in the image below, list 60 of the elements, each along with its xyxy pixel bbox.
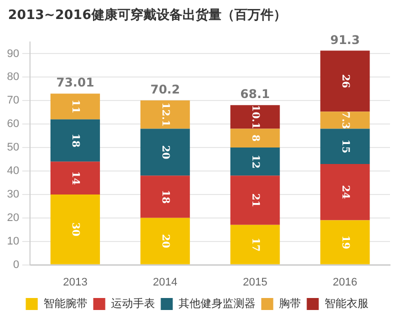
y-tick-label: 10 — [6, 235, 20, 248]
y-tick-label: 70 — [6, 94, 20, 107]
bar — [320, 128, 370, 164]
bar — [50, 162, 100, 194]
legend-label: 智能衣服 — [324, 296, 368, 310]
y-tick-label: 40 — [6, 165, 20, 178]
bar — [230, 105, 280, 129]
x-tick-label: 2016 — [332, 276, 358, 288]
bar — [140, 100, 190, 129]
data-label: 12 — [249, 154, 260, 169]
data-label: 12.1 — [160, 102, 171, 127]
x-tick-label: 2014 — [152, 276, 178, 288]
total-label: 73.01 — [56, 76, 94, 90]
data-label: 24 — [339, 185, 350, 200]
total-label: 70.2 — [150, 82, 180, 97]
bar — [320, 112, 370, 129]
bar — [320, 50, 370, 112]
data-label: 11 — [70, 100, 81, 114]
y-tick-label: 80 — [6, 71, 20, 84]
y-tick-label: 60 — [6, 118, 20, 130]
data-label: 15 — [339, 139, 350, 154]
data-label: 18 — [160, 190, 171, 204]
data-label: 20 — [160, 145, 171, 160]
bar — [230, 148, 280, 176]
data-label: 30 — [70, 222, 81, 236]
legend-label: 运动手表 — [110, 296, 155, 310]
legend-label: 智能腕带 — [43, 296, 88, 310]
data-label: 21 — [249, 193, 260, 208]
y-tick-label: 20 — [6, 212, 20, 224]
x-tick-label: 2013 — [62, 276, 88, 288]
legend-label: 其他健身监测器 — [178, 296, 256, 310]
data-label: 17 — [249, 238, 260, 252]
total-label: 68.1 — [240, 87, 270, 102]
bar — [140, 176, 190, 218]
data-label: 14 — [70, 171, 81, 186]
data-label: 18 — [70, 134, 81, 148]
data-label: 20 — [160, 234, 171, 248]
legend-label: 胸带 — [278, 296, 301, 310]
data-label: 10.1 — [249, 104, 260, 130]
bar — [140, 218, 190, 264]
x-tick-label: 2015 — [242, 276, 268, 288]
bar — [50, 94, 100, 120]
bar — [230, 224, 280, 264]
total-label: 91.3 — [330, 32, 360, 47]
bar — [320, 220, 370, 264]
y-tick-label: 90 — [6, 48, 20, 60]
bar — [230, 176, 280, 225]
data-label: 7.3 — [339, 112, 350, 129]
bar — [320, 164, 370, 220]
y-tick-label: 50 — [6, 142, 20, 154]
bar — [50, 119, 100, 162]
bar — [230, 128, 280, 148]
data-label: 26 — [339, 74, 350, 88]
y-tick-label: 0 — [13, 258, 20, 271]
bar — [140, 128, 190, 176]
data-label: 19 — [339, 235, 350, 250]
bar — [50, 194, 100, 264]
y-tick-label: 30 — [6, 188, 20, 200]
chart-title: 2013~2016健康可穿戴设备出货量（百万件） — [7, 6, 288, 25]
data-label: 8 — [249, 134, 260, 142]
